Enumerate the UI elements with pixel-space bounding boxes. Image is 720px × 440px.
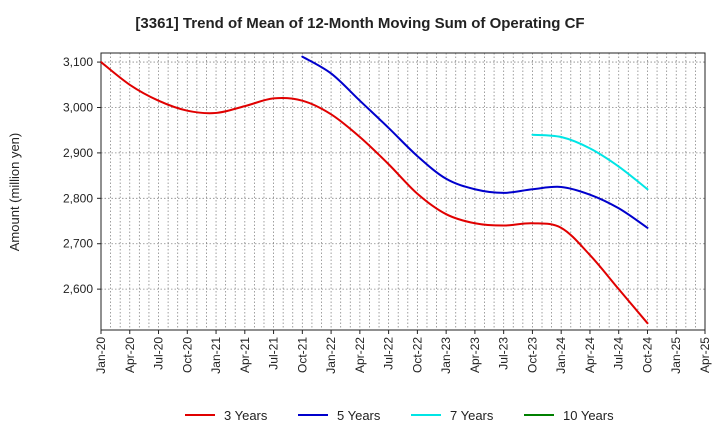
x-tick-label: Jan-25 xyxy=(669,337,683,374)
x-tick-label: Oct-21 xyxy=(295,337,309,373)
legend: 3 Years 5 Years 7 Years 10 Years xyxy=(185,408,614,423)
y-tick-label: 2,700 xyxy=(63,237,93,251)
series-line-3-years xyxy=(100,61,649,325)
y-axis-ticks: 2,600 2,700 2,800 2,900 3,000 3,100 xyxy=(63,55,101,296)
x-tick-label: Apr-21 xyxy=(238,337,252,373)
legend-label-3-years: 3 Years xyxy=(224,408,268,423)
y-tick-label: 2,800 xyxy=(63,191,93,205)
x-tick-label: Jan-20 xyxy=(94,337,108,374)
y-axis-label: Amount (million yen) xyxy=(7,133,22,252)
y-tick-label: 3,100 xyxy=(63,55,93,69)
x-axis-ticks: Jan-20 Apr-20 Jul-20 Oct-20 Jan-21 Apr-21 Jul-… xyxy=(94,330,712,374)
x-tick-label: Jul-20 xyxy=(152,337,166,370)
x-tick-label: Jan-22 xyxy=(324,337,338,374)
series-line-7-years xyxy=(531,133,649,191)
legend-label-5-years: 5 Years xyxy=(337,408,381,423)
x-tick-label: Jan-24 xyxy=(554,337,568,374)
legend-label-7-years: 7 Years xyxy=(450,408,494,423)
series-layer xyxy=(100,55,649,325)
x-tick-label: Oct-20 xyxy=(180,337,194,373)
x-tick-label: Oct-24 xyxy=(640,337,654,373)
plot-area-frame xyxy=(100,52,706,331)
chart-title: [3361] Trend of Mean of 12-Month Moving … xyxy=(135,15,584,32)
x-tick-label: Apr-22 xyxy=(353,337,367,373)
grid-layer xyxy=(101,53,705,330)
x-tick-label: Oct-22 xyxy=(410,337,424,373)
x-tick-label: Oct-23 xyxy=(525,337,539,373)
x-tick-label: Apr-24 xyxy=(583,337,597,373)
x-tick-label: Jul-22 xyxy=(382,337,396,370)
x-tick-label: Apr-23 xyxy=(468,337,482,373)
x-tick-label: Apr-25 xyxy=(698,337,712,373)
legend-label-10-years: 10 Years xyxy=(563,408,614,423)
x-tick-label: Jul-24 xyxy=(612,337,626,370)
x-tick-label: Jan-21 xyxy=(209,337,223,374)
x-tick-label: Apr-20 xyxy=(123,337,137,373)
x-tick-label: Jan-23 xyxy=(439,337,453,374)
x-tick-label: Jul-21 xyxy=(267,337,281,370)
series-line-5-years xyxy=(301,55,649,229)
y-tick-label: 3,000 xyxy=(63,100,93,114)
y-tick-label: 2,600 xyxy=(63,282,93,296)
y-tick-label: 2,900 xyxy=(63,146,93,160)
x-tick-label: Jul-23 xyxy=(497,337,511,370)
